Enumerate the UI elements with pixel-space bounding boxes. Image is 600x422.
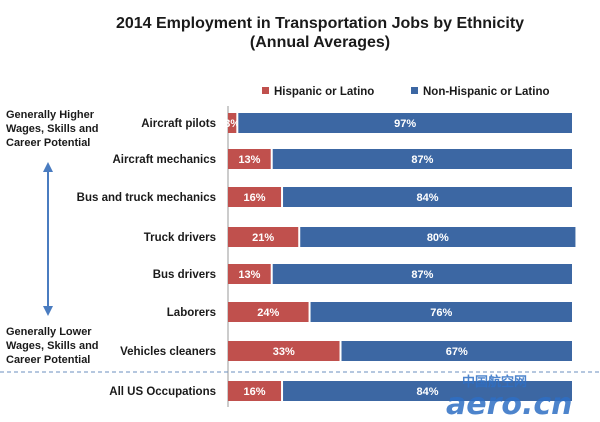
bar-hispanic (228, 187, 282, 207)
data-label: 80% (427, 232, 449, 244)
data-label: 67% (446, 346, 468, 358)
chart-title-line-2: (Annual Averages) (250, 34, 390, 51)
bar-non-hispanic (283, 381, 572, 401)
bar-hispanic (228, 113, 237, 133)
arrow-down-head-icon (43, 306, 53, 316)
annotation-higher-line-1: Generally Higher (6, 109, 95, 121)
data-label: 97% (394, 118, 416, 130)
legend: Hispanic or Latino Non-Hispanic or Latino (262, 86, 550, 98)
data-label: 16% (244, 192, 266, 204)
data-label: 87% (411, 269, 433, 281)
data-label: 76% (430, 307, 452, 319)
bar-hispanic (228, 227, 299, 247)
category-label: Truck drivers (144, 232, 216, 244)
watermark-cn: 中国航空网 (462, 374, 527, 390)
data-label: 13% (238, 269, 260, 281)
chart-title: 2014 Employment in Transportation Jobs b… (116, 15, 524, 51)
bar-hispanic (228, 149, 271, 169)
bar-non-hispanic (283, 187, 572, 207)
data-label: 21% (252, 232, 274, 244)
data-label: 33% (273, 346, 295, 358)
data-label: 24% (257, 307, 279, 319)
category-label: Aircraft pilots (141, 118, 216, 130)
bar-non-hispanic (341, 341, 572, 361)
data-label: 84% (417, 192, 439, 204)
annotation-lower-line-2: Wages, Skills and (6, 340, 99, 352)
data-label: 13% (238, 154, 260, 166)
legend-label-2: Non-Hispanic or Latino (423, 86, 550, 98)
chart-title-line-1: 2014 Employment in Transportation Jobs b… (116, 15, 524, 32)
bar-hispanic (228, 302, 309, 322)
category-label: Bus and truck mechanics (77, 192, 216, 204)
bar-hispanic (228, 341, 340, 361)
bar-non-hispanic (272, 149, 572, 169)
bar-non-hispanic (272, 264, 572, 284)
category-label: Vehicles cleaners (120, 346, 216, 358)
bars: Aircraft pilots 3% 97% Aircraft mechanics 13… (0, 106, 600, 407)
legend-label-1: Hispanic or Latino (274, 86, 374, 98)
category-label: Aircraft mechanics (112, 154, 216, 166)
data-label: 3% (224, 118, 240, 130)
bar-non-hispanic (310, 302, 572, 322)
annotation-higher-line-3: Career Potential (6, 137, 90, 149)
bar-hispanic (228, 381, 282, 401)
category-label: Laborers (167, 307, 216, 319)
arrow-up-head-icon (43, 162, 53, 172)
annotation-lower-line-3: Career Potential (6, 354, 90, 366)
watermark-en: aero.cn (446, 387, 573, 422)
data-label: 87% (411, 154, 433, 166)
annotation-higher-line-2: Wages, Skills and (6, 123, 99, 135)
side-annotations: Generally Higher Wages, Skills and Career … (6, 109, 99, 366)
data-label: 84% (417, 386, 439, 398)
category-label: Bus drivers (153, 269, 216, 281)
legend-swatch-1 (262, 87, 269, 94)
bar-non-hispanic (300, 227, 576, 247)
data-label: 16% (244, 386, 266, 398)
bar-hispanic (228, 264, 271, 284)
bar-non-hispanic (238, 113, 572, 133)
annotation-lower-line-1: Generally Lower (6, 326, 92, 338)
category-label: All US Occupations (109, 386, 216, 398)
legend-swatch-2 (411, 87, 418, 94)
